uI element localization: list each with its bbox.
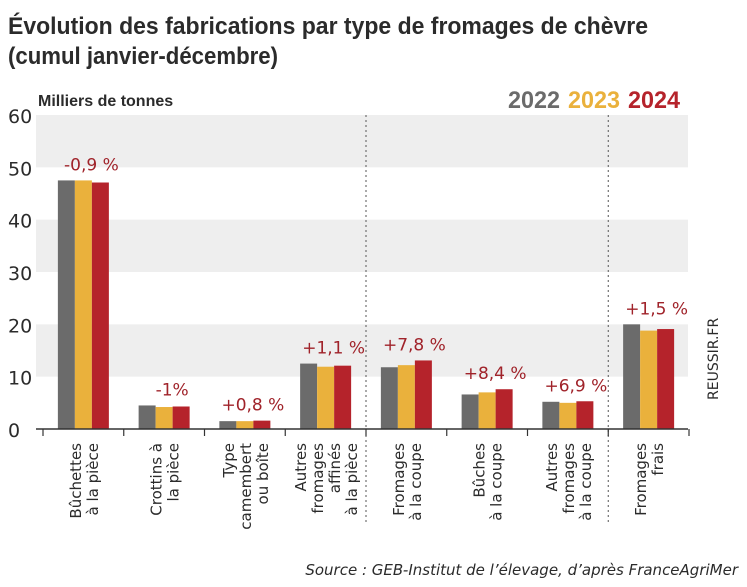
category-label: Autres fromages affinés à la pièce (292, 443, 361, 516)
x-axis-ticks (42, 429, 690, 436)
category-label: Fromages frais (632, 443, 667, 516)
y-axis-label: Milliers de tonnes (38, 93, 173, 110)
y-tick-label: 40 (8, 211, 32, 233)
pct-annotation: +6,9 % (544, 376, 607, 396)
y-tick-label: 30 (8, 263, 32, 285)
grid-band (36, 115, 688, 168)
grid-band (36, 324, 688, 377)
bar-2023-5 (478, 392, 496, 429)
legend: 2022 2023 2024 (508, 87, 681, 114)
legend-2022: 2022 (508, 87, 560, 114)
grid-bands (36, 115, 688, 377)
y-axis-ticks: 0 10 20 30 40 50 60 (8, 106, 32, 442)
y-tick-label: 10 (8, 368, 32, 390)
pct-annotation: -1% (156, 380, 189, 400)
category-label-line: fromages (560, 443, 578, 514)
bar-2022-2 (219, 421, 237, 429)
category-label-line: Type (220, 443, 238, 478)
bar-2022-1 (138, 405, 156, 429)
category-labels: Bûchettes à la pièce Crottins à la pièce Typ… (67, 443, 667, 530)
category-label-line: fromages (309, 443, 327, 514)
y-tick-label: 60 (8, 106, 32, 128)
bar-2024-6 (576, 401, 594, 429)
bar-2023-3 (317, 366, 335, 429)
category-label-line: à la pièce (84, 443, 102, 515)
bar-2024-2 (253, 420, 271, 429)
bar-2023-4 (397, 365, 415, 429)
bar-2023-0 (74, 180, 92, 429)
group-separators (365, 115, 609, 525)
chart-title-line2: (cumul janvier-décembre) (8, 43, 278, 70)
category-label: Type camembert ou boîte (220, 443, 272, 530)
bar-2024-5 (495, 389, 513, 429)
bar-2024-4 (414, 360, 432, 429)
category-label-line: Fromages (390, 443, 408, 516)
pct-annotation: -0,9 % (64, 155, 119, 175)
grid-band (36, 219, 688, 272)
bar-2022-0 (57, 180, 75, 429)
category-label-line: Bûchettes (67, 443, 85, 519)
category-label: Fromages à la coupe (390, 443, 425, 521)
category-label-line: à la coupe (488, 443, 506, 521)
bar-2022-7 (623, 324, 641, 429)
bar-2023-1 (155, 407, 173, 429)
category-label-line: la pièce (165, 443, 183, 502)
pct-annotation: +1,1 % (302, 339, 365, 359)
category-label-line: Fromages (632, 443, 650, 516)
bar-2023-6 (559, 402, 577, 429)
chart-title-line1: Évolution des fabrications par type de f… (8, 12, 648, 40)
category-label-line: camembert (237, 443, 255, 530)
category-label-line: Crottins à (148, 443, 166, 516)
bar-2024-7 (657, 329, 675, 429)
bar-2024-0 (91, 182, 109, 429)
pct-annotation: +8,4 % (464, 364, 527, 384)
category-label-line: affinés (326, 443, 344, 493)
bar-2022-6 (542, 401, 560, 429)
bars (57, 180, 675, 429)
pct-annotation: +1,5 % (625, 299, 688, 319)
annotations: -0,9 % -1% +0,8 % +1,1 % +7,8 % +8,4 % +6,9 % +… (64, 155, 688, 415)
pct-annotation: +0,8 % (221, 396, 284, 416)
category-label-line: frais (649, 443, 667, 476)
legend-2024: 2024 (628, 87, 681, 114)
category-label: Bûches à la coupe (471, 443, 506, 521)
y-tick-label: 20 (8, 315, 32, 337)
category-label: Crottins à la pièce (148, 443, 183, 516)
category-label-line: à la coupe (407, 443, 425, 521)
category-label-line: Autres (292, 443, 310, 492)
watermark-reussir: REUSSIR.FR (706, 318, 722, 400)
bar-2022-4 (380, 367, 398, 429)
category-label-line: Autres (543, 443, 561, 492)
y-tick-label: 0 (8, 420, 20, 442)
category-label: Autres fromages à la coupe (543, 443, 595, 521)
category-label-line: à la pièce (343, 443, 361, 515)
bar-2023-7 (640, 330, 658, 429)
category-label-line: Bûches (471, 443, 489, 498)
legend-2023: 2023 (568, 87, 620, 114)
y-tick-label: 50 (8, 158, 32, 180)
category-label: Bûchettes à la pièce (67, 443, 102, 519)
bar-2023-2 (236, 421, 254, 429)
category-label-line: ou boîte (254, 443, 272, 504)
source-note: Source : GEB-Institut de l’élevage, d’ap… (305, 561, 738, 579)
pct-annotation: +7,8 % (383, 335, 446, 355)
bar-2022-3 (300, 363, 318, 429)
bar-2024-3 (334, 365, 352, 429)
bar-2022-5 (461, 394, 479, 429)
category-label-line: à la coupe (577, 443, 595, 521)
bar-2024-1 (172, 406, 190, 429)
